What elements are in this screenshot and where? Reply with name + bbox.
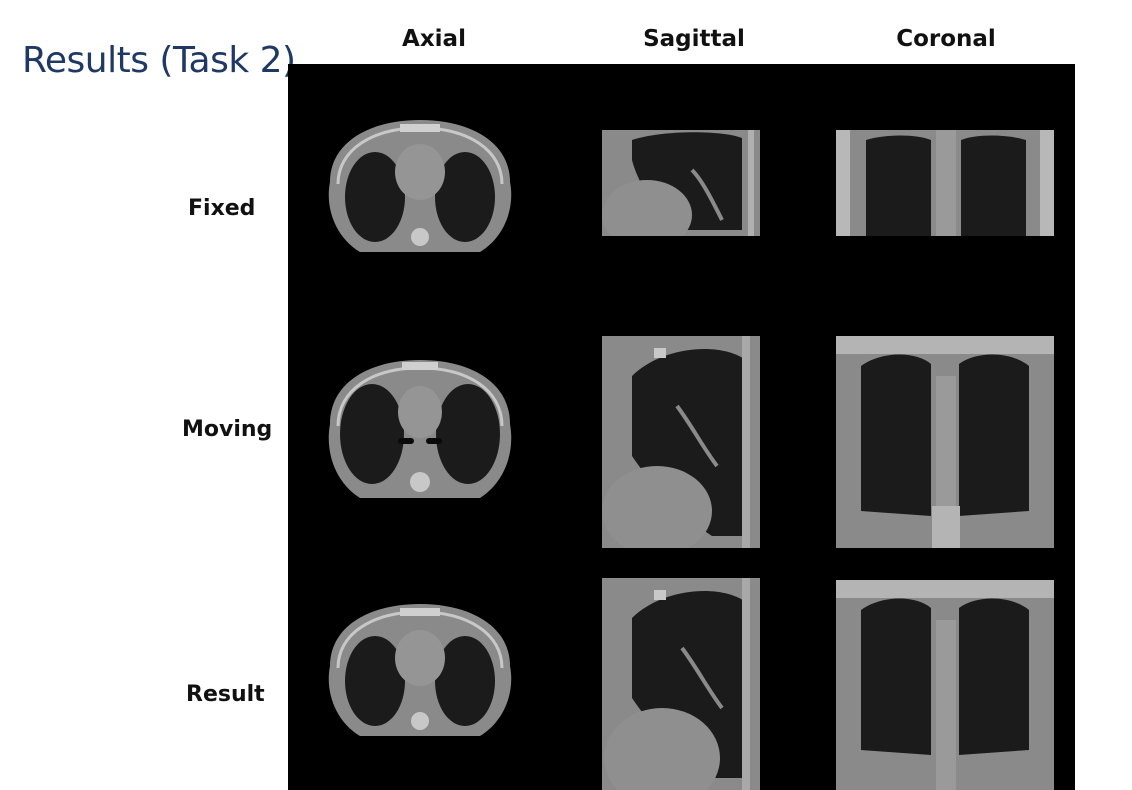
row-label-fixed: Fixed xyxy=(188,196,256,221)
row-label-result: Result xyxy=(186,682,265,707)
slide-title: Results (Task 2) xyxy=(22,40,296,81)
column-header-coronal: Coronal xyxy=(896,26,996,52)
column-header-sagittal: Sagittal xyxy=(643,26,745,52)
fixed-coronal-scan xyxy=(836,130,1054,236)
row-label-moving: Moving xyxy=(182,417,273,442)
fixed-axial-scan xyxy=(310,112,530,266)
result-axial-scan xyxy=(310,596,530,750)
column-header-axial: Axial xyxy=(402,26,466,52)
fixed-sagittal-scan xyxy=(602,130,760,236)
moving-coronal-scan xyxy=(836,336,1054,548)
scan-grid-panel xyxy=(288,64,1075,790)
moving-sagittal-scan xyxy=(602,336,760,548)
result-coronal-scan xyxy=(836,580,1054,790)
result-sagittal-scan xyxy=(602,578,760,790)
moving-axial-scan xyxy=(310,352,530,510)
